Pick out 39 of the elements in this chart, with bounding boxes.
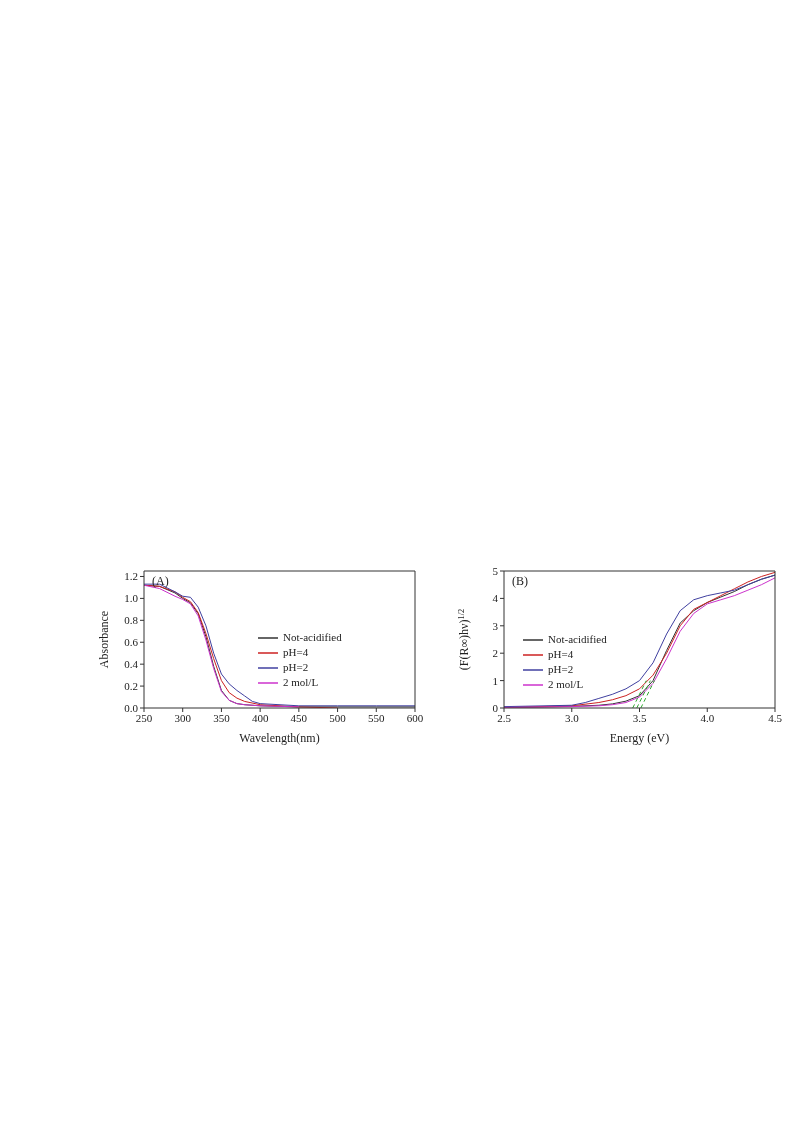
x-tick-label: 600 <box>406 711 424 724</box>
legend-label: Not-acidified <box>548 632 607 647</box>
x-tick-label: 300 <box>174 711 192 724</box>
legend-label: 2 mol/L <box>283 675 319 690</box>
x-tick-label: 550 <box>368 711 386 724</box>
y-tick-label: 0 <box>492 701 499 714</box>
y-tick-label: 1.2 <box>124 570 138 583</box>
y-tick-label: 1.0 <box>124 592 139 605</box>
legend-label: pH=4 <box>283 645 309 660</box>
legend-label: pH=4 <box>548 647 574 662</box>
y-tick-label: 0.6 <box>124 636 139 649</box>
x-tick-label: 400 <box>251 711 269 724</box>
x-tick-label: 500 <box>329 711 347 724</box>
legend-label: pH=2 <box>548 662 574 677</box>
y-axis-title: Absorbance <box>97 610 111 669</box>
y-tick-label: 1 <box>492 674 498 687</box>
legend-label: Not-acidified <box>283 630 342 645</box>
x-axis-title: Wavelength(nm) <box>239 731 320 745</box>
y-tick-label: 3 <box>492 619 499 632</box>
y-tick-label: 0.0 <box>124 701 139 714</box>
annotation: (B) <box>512 574 528 589</box>
y-tick-label: 5 <box>492 564 499 577</box>
x-tick-label: 4.0 <box>700 711 715 724</box>
x-tick-label: 4.5 <box>768 711 783 724</box>
annotation: (A) <box>152 574 169 589</box>
x-tick-label: 3.5 <box>632 711 647 724</box>
x-axis-title: Energy (eV) <box>609 731 670 745</box>
y-tick-label: 0.8 <box>124 614 139 627</box>
legend-label: pH=2 <box>283 660 309 675</box>
x-tick-label: 2.5 <box>497 711 512 724</box>
x-tick-label: 3.0 <box>564 711 580 724</box>
y-tick-label: 2 <box>492 647 498 660</box>
x-tick-label: 450 <box>290 711 308 724</box>
x-tick-label: 350 <box>213 711 231 724</box>
y-tick-label: 0.4 <box>124 658 139 671</box>
y-tick-label: 4 <box>492 592 499 605</box>
x-tick-label: 250 <box>135 711 153 724</box>
y-tick-label: 0.2 <box>124 679 138 692</box>
legend-label: 2 mol/L <box>548 677 584 692</box>
